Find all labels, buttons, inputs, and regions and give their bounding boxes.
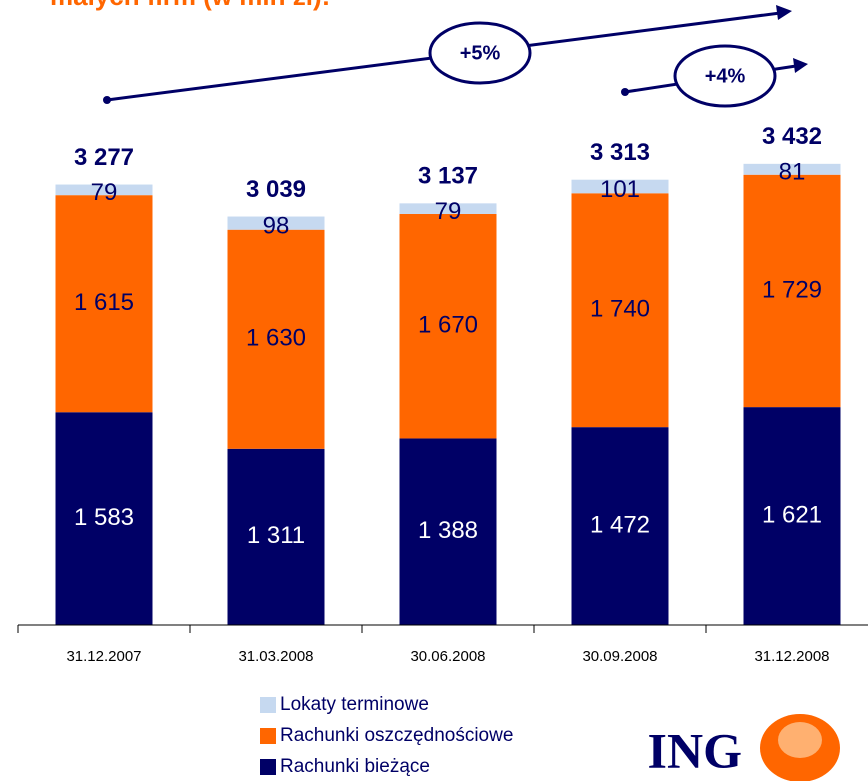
legend-swatch [260,759,276,775]
legend-swatch [260,697,276,713]
bar-segment [55,412,153,625]
bar-segment [743,163,841,175]
bar-segment [571,193,669,428]
x-tick-label: 31.12.2008 [754,648,829,665]
legend-label: Rachunki oszczędnościowe [280,725,513,746]
bar-segment [743,174,841,408]
value-label: 1 388 [418,517,478,544]
total-label: 3 039 [246,176,306,203]
legend-label: Lokaty terminowe [280,694,429,715]
value-label: 79 [435,198,462,225]
legend-label: Rachunki bieżące [280,756,430,777]
value-label: 1 630 [246,325,306,352]
logo: ING [648,714,840,781]
x-tick-label: 31.12.2007 [66,648,141,665]
x-tick-label: 30.09.2008 [582,648,657,665]
value-label: 101 [600,176,640,203]
total-label: 3 313 [590,139,650,166]
bar-segment [55,184,153,196]
x-tick-label: 31.03.2008 [238,648,313,665]
value-label: 1 670 [418,312,478,339]
trend-arrows [103,5,808,108]
value-label: 1 311 [247,522,305,549]
bar-segment [399,203,497,214]
bar-segment [571,427,669,625]
bar-segment [55,195,153,413]
total-label: 3 277 [74,144,134,171]
bar-segment [399,213,497,439]
value-label: 1 583 [74,504,134,531]
total-label: 3 137 [418,163,478,190]
value-label: 81 [779,159,806,186]
value-label: 1 615 [74,289,134,316]
annotation: +5% [460,42,501,64]
legend-swatch [260,728,276,744]
bar-segment [227,448,325,625]
chart-title: małych firm (w mln zł): [50,0,330,11]
bar-segment [571,179,669,194]
bar-segment [227,216,325,230]
value-label: 1 621 [762,501,822,528]
value-label: 98 [263,212,290,239]
bar-segment [227,229,325,449]
annotation: +4% [705,65,746,87]
value-label: 1 729 [762,276,822,303]
x-tick-label: 30.06.2008 [410,648,485,665]
value-label: 1 472 [590,511,650,538]
bar-segment [743,407,841,625]
logo-text: ING [648,722,742,778]
value-label: 1 740 [590,296,650,323]
total-label: 3 432 [762,123,822,150]
value-label: 79 [91,179,118,206]
bar-segment [399,438,497,625]
